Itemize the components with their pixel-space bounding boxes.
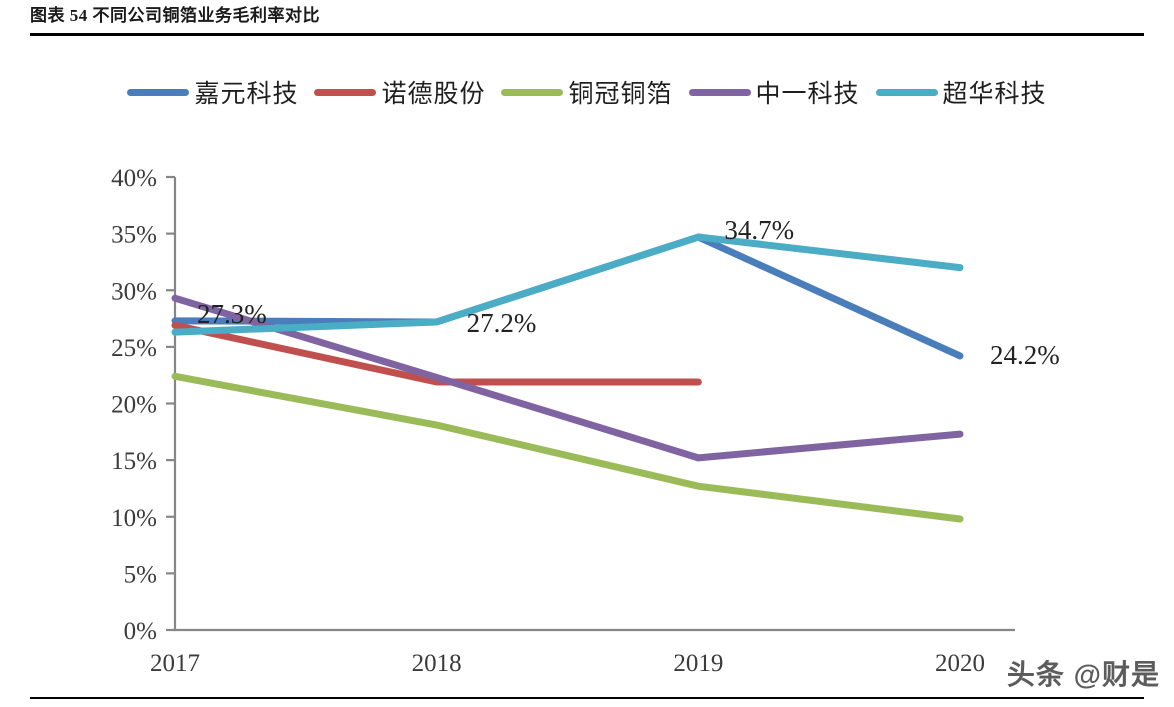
title-divider xyxy=(30,33,1144,36)
y-axis-tick-labels: 0% 5% 10% 15% 20% 25% 30% 35% 40% xyxy=(111,165,157,645)
chart-plot-area: 0% 5% 10% 15% 20% 25% 30% 35% 40% 2017 2018 2019 20… xyxy=(0,150,1174,690)
series-line xyxy=(171,372,964,523)
legend-color-swatch xyxy=(501,88,564,96)
x-axis-tick-label: 2017 xyxy=(150,650,200,677)
series-line xyxy=(171,321,702,386)
legend-item-label: 超华科技 xyxy=(942,81,1047,108)
y-axis-tick-label: 10% xyxy=(111,505,157,532)
legend-item-label: 诺德股份 xyxy=(381,81,486,108)
legend-color-swatch xyxy=(688,88,751,96)
x-axis-tick-labels: 2017 2018 2019 2020 xyxy=(150,650,985,677)
axis-lines xyxy=(173,177,1015,632)
data-point-label: 24.2% xyxy=(990,340,1060,370)
page-title: 图表 54 不同公司铜箔业务毛利率对比 xyxy=(30,6,320,25)
legend-item-label: 铜冠铜箔 xyxy=(568,81,673,108)
figure-header: 图表 54 不同公司铜箔业务毛利率对比 xyxy=(30,4,1144,36)
chart-series-lines xyxy=(171,233,964,523)
chart-data-labels: 27.3% 27.2% 34.7% 24.2% xyxy=(197,215,1060,370)
watermark: 头条 @财是 xyxy=(1006,659,1160,690)
y-axis-tick-label: 30% xyxy=(111,278,157,305)
y-axis-tick-label: 25% xyxy=(111,335,157,362)
legend-item[interactable]: 嘉元科技 xyxy=(127,74,298,110)
legend-item-label: 嘉元科技 xyxy=(194,81,299,108)
legend-color-swatch xyxy=(127,88,190,96)
y-axis-tick-label: 5% xyxy=(124,561,157,588)
legend-item[interactable]: 超华科技 xyxy=(875,74,1047,110)
line-chart-svg: 0%5%10%15%20%25%30%35%40% 2017 2018 2019 20… xyxy=(111,165,1060,677)
data-point-label: 34.7% xyxy=(724,215,794,245)
data-point-label: 27.3% xyxy=(197,299,267,329)
x-axis-tick-label: 2018 xyxy=(412,650,462,677)
legend-item[interactable]: 铜冠铜箔 xyxy=(501,74,672,110)
legend-color-swatch xyxy=(875,88,938,96)
legend-item[interactable]: 诺德股份 xyxy=(314,74,485,110)
legend-item-label: 中一科技 xyxy=(755,81,860,108)
chart-legend: 嘉元科技 诺德股份 铜冠铜箔 中一科技 超华科技 xyxy=(0,74,1174,110)
legend-item[interactable]: 中一科技 xyxy=(688,74,860,110)
y-axis-tick-label: 0% xyxy=(124,618,157,645)
y-axis-tick-label: 40% xyxy=(111,165,157,192)
series-line xyxy=(171,233,964,336)
y-axis-tick-label: 15% xyxy=(111,448,157,475)
chart-axes xyxy=(166,175,1015,632)
y-axis-tick-label: 35% xyxy=(111,222,157,249)
data-point-label: 27.2% xyxy=(467,308,537,338)
footer-divider xyxy=(30,697,1144,699)
legend-color-swatch xyxy=(314,88,377,96)
series-line xyxy=(171,294,964,462)
x-axis-tick-label: 2019 xyxy=(673,650,723,677)
x-axis-tick-label: 2020 xyxy=(935,650,985,677)
y-axis-tick-label: 20% xyxy=(111,392,157,419)
